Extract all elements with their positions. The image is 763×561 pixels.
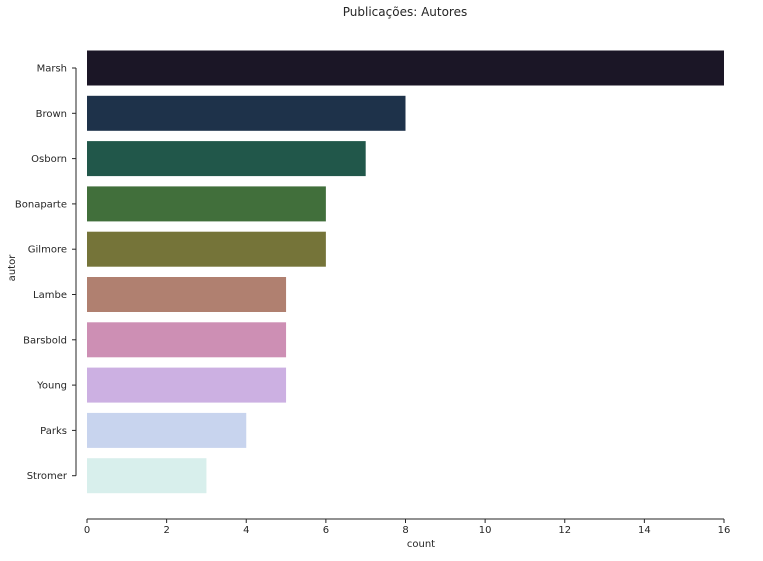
y-tick-label: Brown	[36, 109, 67, 120]
bar-marsh	[87, 50, 724, 86]
x-axis: 0 2 4 6 8 10 12 14 16	[84, 518, 731, 536]
x-tick-label: 0	[84, 525, 90, 536]
y-axis-label: autor	[7, 254, 18, 282]
x-axis-label: count	[407, 539, 435, 550]
y-tick-label: Parks	[40, 426, 67, 437]
x-tick-label: 4	[243, 525, 249, 536]
y-tick-label: Gilmore	[28, 245, 67, 256]
bar-osborn	[87, 141, 366, 177]
bar-barsbold	[87, 322, 287, 358]
x-tick-label: 10	[479, 525, 492, 536]
bars-group	[87, 50, 724, 494]
x-tick-label: 2	[163, 525, 169, 536]
x-tick-label: 16	[718, 525, 731, 536]
y-tick-label: Stromer	[27, 471, 68, 482]
bar-parks	[87, 412, 247, 448]
bar-bonaparte	[87, 186, 326, 222]
x-tick-label: 12	[558, 525, 571, 536]
bar-gilmore	[87, 231, 326, 267]
bar-stromer	[87, 458, 207, 494]
bar-brown	[87, 95, 406, 131]
y-tick-label: Young	[36, 381, 67, 392]
bar-lambe	[87, 277, 287, 312]
x-tick-label: 14	[638, 525, 651, 536]
y-tick-label: Marsh	[37, 64, 67, 75]
y-axis: Marsh Brown Osborn Bonaparte Gilmore Lambe Bar…	[15, 64, 77, 482]
bar-young	[87, 367, 287, 403]
y-tick-label: Osborn	[31, 154, 67, 165]
x-tick-label: 8	[402, 525, 408, 536]
y-tick-label: Lambe	[33, 290, 67, 301]
y-tick-label: Bonaparte	[15, 199, 67, 210]
chart-title: Publicações: Autores	[343, 5, 467, 19]
y-tick-label: Barsbold	[23, 335, 67, 346]
x-tick-label: 6	[323, 525, 329, 536]
